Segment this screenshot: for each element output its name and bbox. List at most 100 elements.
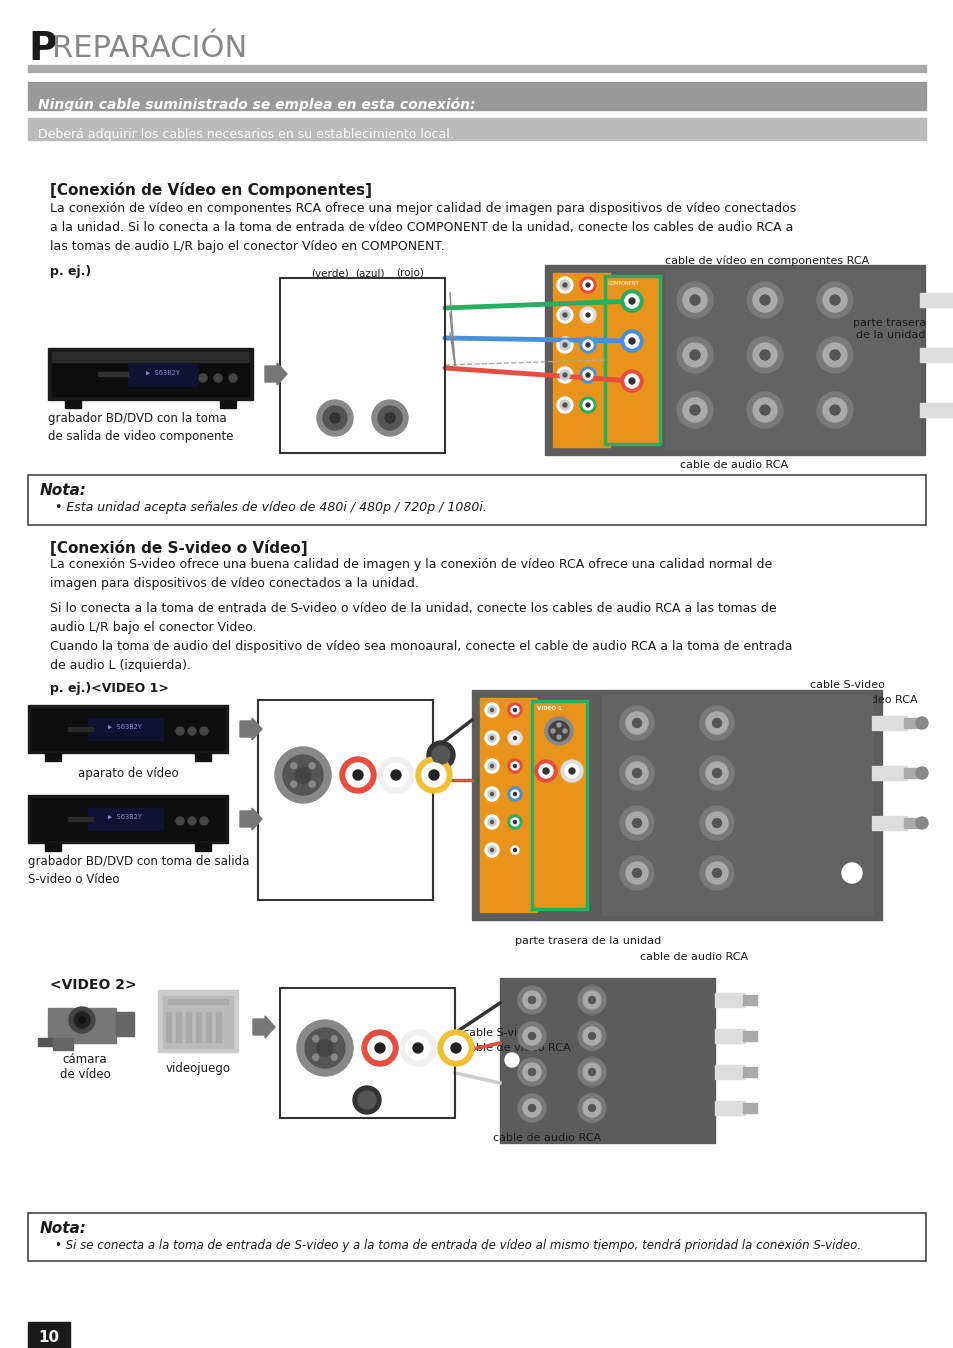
Circle shape xyxy=(700,756,733,790)
Bar xyxy=(714,1101,744,1115)
Bar xyxy=(116,1012,133,1037)
Circle shape xyxy=(511,847,518,855)
Text: [Conexión de Vídeo en Componentes]: [Conexión de Vídeo en Componentes] xyxy=(50,182,372,198)
Circle shape xyxy=(579,276,596,293)
Circle shape xyxy=(316,1041,333,1055)
Bar xyxy=(28,1322,70,1348)
Circle shape xyxy=(915,717,927,729)
Circle shape xyxy=(712,718,720,728)
Circle shape xyxy=(677,392,712,429)
Circle shape xyxy=(507,842,521,857)
Circle shape xyxy=(175,727,184,735)
Circle shape xyxy=(585,373,589,377)
Circle shape xyxy=(331,1035,336,1042)
Circle shape xyxy=(294,767,311,783)
Circle shape xyxy=(620,330,642,352)
Circle shape xyxy=(915,767,927,779)
Circle shape xyxy=(620,290,642,311)
Circle shape xyxy=(752,398,776,422)
Circle shape xyxy=(484,731,498,745)
Circle shape xyxy=(619,806,654,840)
Circle shape xyxy=(513,821,516,824)
Circle shape xyxy=(488,790,496,798)
Text: (verde): (verde) xyxy=(311,268,349,278)
Circle shape xyxy=(700,856,733,890)
Circle shape xyxy=(625,811,647,834)
Bar xyxy=(28,65,925,71)
Circle shape xyxy=(588,996,595,1003)
Circle shape xyxy=(752,288,776,311)
Circle shape xyxy=(582,280,593,290)
Circle shape xyxy=(484,842,498,857)
Text: 10: 10 xyxy=(38,1330,59,1345)
Bar xyxy=(163,996,233,1047)
Circle shape xyxy=(309,782,314,787)
Bar xyxy=(903,818,919,828)
Text: La conexión de vídeo en componentes RCA ofrece una mejor calidad de imagen para : La conexión de vídeo en componentes RCA … xyxy=(50,202,796,253)
Text: cable de audio RCA: cable de audio RCA xyxy=(639,952,747,962)
Circle shape xyxy=(677,337,712,373)
Circle shape xyxy=(377,406,401,430)
Circle shape xyxy=(368,1037,392,1060)
Circle shape xyxy=(568,768,575,774)
Circle shape xyxy=(578,1058,605,1086)
Bar xyxy=(28,82,925,111)
Circle shape xyxy=(511,735,518,741)
Circle shape xyxy=(339,758,375,793)
Bar xyxy=(68,817,92,821)
Circle shape xyxy=(829,404,840,415)
Bar xyxy=(499,979,714,1143)
Circle shape xyxy=(283,755,323,795)
Circle shape xyxy=(578,1022,605,1050)
Circle shape xyxy=(490,764,493,767)
Circle shape xyxy=(582,1064,600,1081)
Circle shape xyxy=(619,756,654,790)
Bar xyxy=(88,718,163,740)
Circle shape xyxy=(522,1099,540,1117)
Text: cable de audio RCA: cable de audio RCA xyxy=(493,1134,600,1143)
Circle shape xyxy=(484,787,498,801)
Circle shape xyxy=(557,398,573,412)
Circle shape xyxy=(484,704,498,717)
Circle shape xyxy=(517,1058,545,1086)
Text: cable de vídeo en componentes RCA: cable de vídeo en componentes RCA xyxy=(664,255,868,266)
Circle shape xyxy=(437,1030,474,1066)
Bar xyxy=(28,705,228,754)
Circle shape xyxy=(585,403,589,407)
Circle shape xyxy=(559,310,569,319)
Circle shape xyxy=(488,706,496,714)
Bar xyxy=(52,352,249,363)
Circle shape xyxy=(213,373,222,381)
Bar xyxy=(714,1029,744,1043)
Circle shape xyxy=(625,712,647,735)
Bar xyxy=(53,1038,73,1050)
Text: <VIDEO 2>: <VIDEO 2> xyxy=(50,979,136,992)
Circle shape xyxy=(513,736,516,740)
Circle shape xyxy=(582,1027,600,1045)
Circle shape xyxy=(915,817,927,829)
Circle shape xyxy=(429,770,438,780)
Circle shape xyxy=(677,282,712,318)
Circle shape xyxy=(579,398,596,412)
Circle shape xyxy=(385,412,395,423)
Text: P: P xyxy=(28,30,56,67)
Bar xyxy=(28,474,925,524)
Circle shape xyxy=(632,718,640,728)
Circle shape xyxy=(361,1030,397,1066)
Circle shape xyxy=(625,762,647,785)
Circle shape xyxy=(712,868,720,878)
Circle shape xyxy=(712,768,720,778)
Circle shape xyxy=(582,340,593,350)
Circle shape xyxy=(557,307,573,324)
Bar xyxy=(220,400,235,408)
Circle shape xyxy=(559,280,569,290)
Bar xyxy=(919,403,953,417)
Circle shape xyxy=(579,337,596,353)
Circle shape xyxy=(488,735,496,741)
Bar xyxy=(158,989,237,1051)
Circle shape xyxy=(522,991,540,1010)
Circle shape xyxy=(585,342,589,346)
Bar xyxy=(871,716,906,731)
Circle shape xyxy=(357,1091,375,1109)
Bar xyxy=(175,1012,181,1042)
